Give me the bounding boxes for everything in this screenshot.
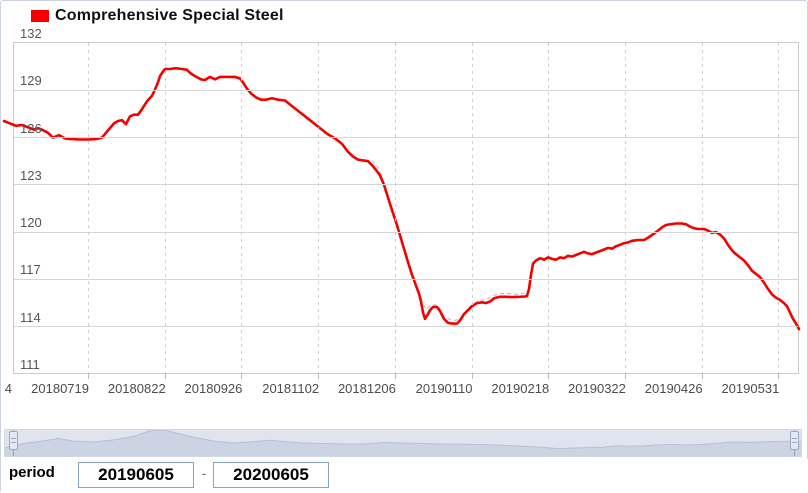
- legend-swatch: [31, 10, 49, 22]
- gridline-v: [471, 43, 473, 373]
- gridline-h: [14, 137, 798, 139]
- navigator-right-handle[interactable]: [790, 431, 799, 450]
- y-axis-tick-label: 111: [20, 357, 40, 372]
- x-axis-tick: [548, 374, 550, 379]
- y-axis-tick-label: 120: [20, 215, 42, 231]
- gridline-v: [548, 43, 550, 373]
- gridline-h: [14, 89, 798, 91]
- x-axis-tick-label: 20181206: [337, 381, 396, 396]
- gridline-h: [14, 231, 798, 233]
- gridline-v: [394, 43, 396, 373]
- gridline-v: [318, 43, 320, 373]
- gridline-v: [701, 43, 703, 373]
- x-axis-tick-label: 4: [4, 381, 12, 396]
- x-axis-tick: [88, 374, 89, 379]
- x-axis-tick: [394, 374, 396, 379]
- x-axis-tick-label: 20180822: [107, 381, 166, 396]
- y-axis-tick-label: 126: [20, 120, 42, 136]
- x-axis: 4 20180719 20180822 20180926 20181102 2018120…: [1, 381, 808, 399]
- x-axis-tick-label: 20190426: [644, 381, 703, 396]
- y-axis-tick-label: 123: [20, 167, 42, 183]
- x-axis-tick: [701, 374, 703, 379]
- y-axis-tick-label: 132: [20, 26, 42, 41]
- x-axis-tick: [778, 374, 780, 379]
- x-axis-tick-label: 20190218: [491, 381, 550, 396]
- x-axis-tick-label: 20190322: [568, 381, 626, 396]
- y-axis-tick-label: 129: [20, 73, 42, 89]
- x-axis-tick-label: 20180926: [184, 381, 243, 396]
- legend: Comprehensive Special Steel: [31, 6, 284, 26]
- period-row: period -: [1, 459, 808, 493]
- x-axis-tick: [164, 374, 166, 379]
- gridline-v: [88, 43, 89, 373]
- shadow-line: [371, 160, 525, 322]
- price-line: [2, 66, 801, 331]
- gridline-v: [624, 43, 626, 373]
- x-axis-tick-label: 20181102: [262, 381, 320, 396]
- x-axis-tick: [624, 374, 626, 379]
- y-axis-tick-label: 117: [20, 262, 41, 278]
- x-axis-tick-label: 20190531: [721, 381, 780, 396]
- gridline-v: [778, 43, 780, 373]
- navigator-minimap: [5, 430, 801, 456]
- navigator-left-handle[interactable]: [9, 431, 18, 450]
- gridline-v: [241, 43, 243, 373]
- gridline-h: [14, 278, 798, 280]
- x-axis-tick: [241, 374, 243, 379]
- gridline-h: [14, 184, 798, 186]
- range-navigator[interactable]: [4, 429, 802, 457]
- x-axis-tick: [471, 374, 473, 379]
- x-axis-tick-label: 20180719: [31, 381, 89, 396]
- plot-area[interactable]: 132 129 126 123 120 117 114 111: [2, 26, 801, 379]
- chart-title: Comprehensive Special Steel: [55, 7, 284, 24]
- series-layer: [2, 66, 801, 331]
- y-axis-tick-label: 114: [20, 309, 41, 325]
- navigator-area-line: [5, 430, 801, 450]
- period-end-input[interactable]: [213, 462, 329, 488]
- gridline-v: [164, 43, 166, 373]
- period-separator: -: [201, 465, 207, 481]
- x-axis-tick: [318, 374, 320, 379]
- period-start-input[interactable]: [78, 462, 194, 488]
- period-label: period: [9, 464, 55, 481]
- x-axis-tick-label: 20190110: [415, 381, 473, 396]
- gridline-h: [14, 326, 798, 328]
